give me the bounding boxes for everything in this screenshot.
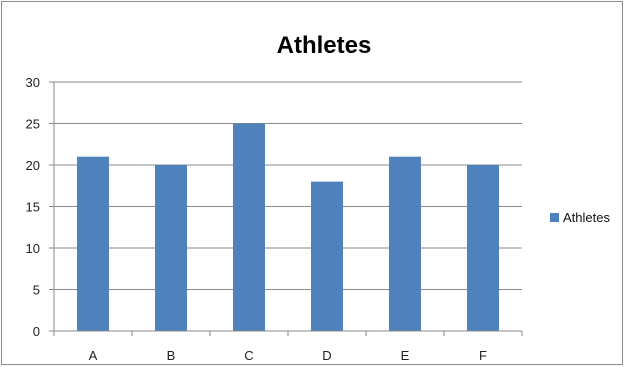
y-tick-label-25: 25: [26, 117, 40, 132]
x-tick-label-E: E: [401, 348, 410, 363]
legend-swatch: [550, 213, 559, 222]
y-tick-label-20: 20: [26, 158, 40, 173]
bar-D: [311, 181, 343, 331]
bar-B: [155, 165, 187, 331]
gridlines: [54, 81, 522, 290]
bar-E: [389, 156, 421, 331]
y-tick-label-0: 0: [33, 324, 40, 339]
bar-C: [233, 123, 265, 331]
legend: Athletes: [550, 210, 610, 225]
x-tick-label-A: A: [89, 348, 98, 363]
x-axis-tick-labels: A B C D E F: [89, 348, 487, 363]
bar-F: [467, 165, 499, 331]
x-tick-label-B: B: [167, 348, 176, 363]
y-tick-label-15: 15: [26, 200, 40, 215]
axes: [49, 81, 523, 336]
y-axis-tick-labels: 0 5 10 15 20 25 30: [26, 75, 40, 339]
x-tick-label-F: F: [479, 348, 487, 363]
y-tick-label-10: 10: [26, 241, 40, 256]
y-tick-label-30: 30: [26, 75, 40, 90]
legend-label: Athletes: [563, 210, 610, 225]
x-tick-label-D: D: [322, 348, 331, 363]
bars: [77, 123, 499, 331]
y-tick-label-5: 5: [33, 283, 40, 298]
x-tick-label-C: C: [244, 348, 253, 363]
bar-A: [77, 156, 109, 331]
chart-title: Athletes: [277, 32, 372, 59]
